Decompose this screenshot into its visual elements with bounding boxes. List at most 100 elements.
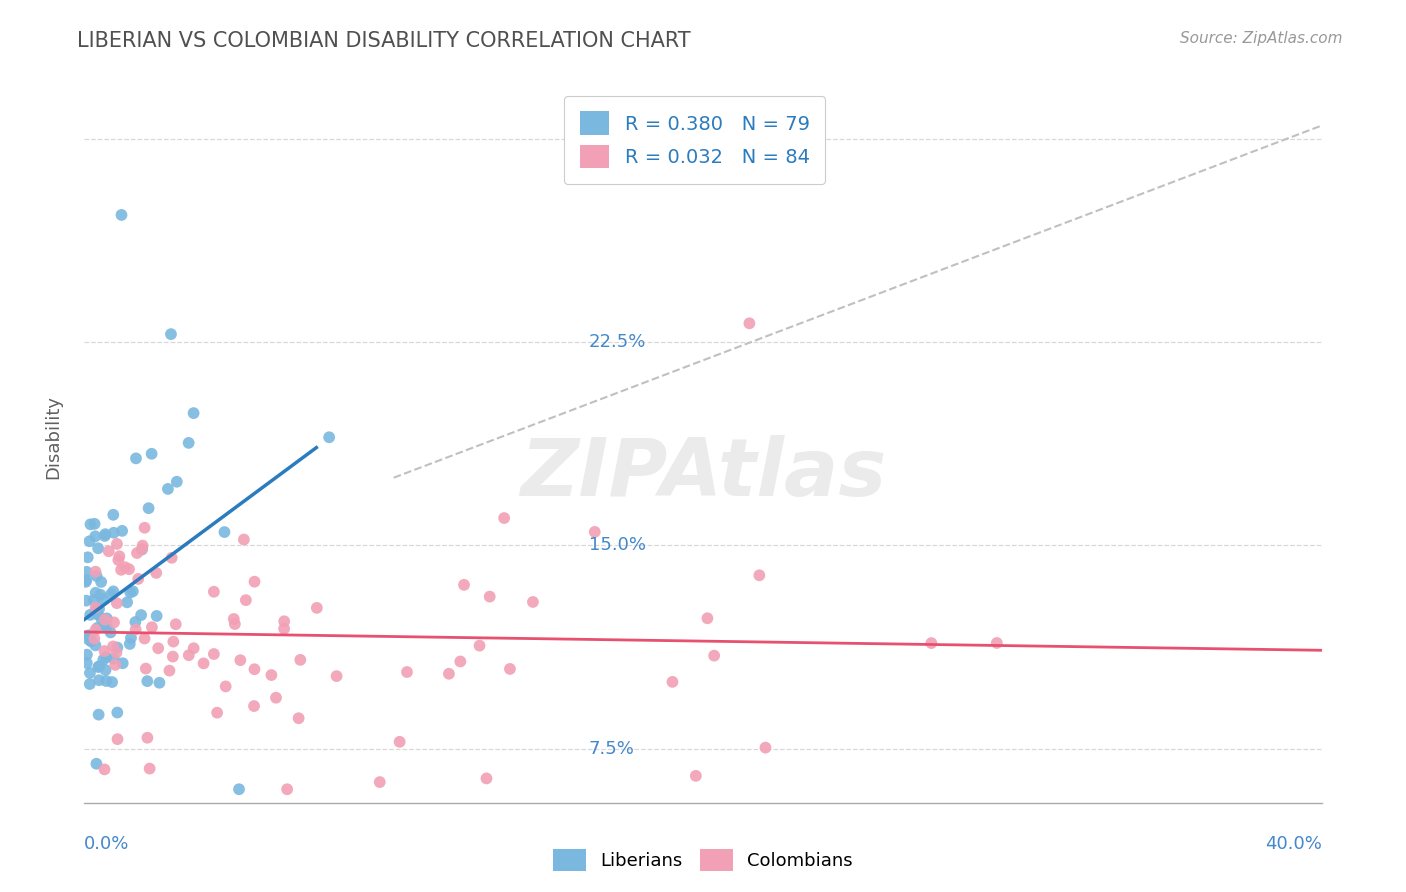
Point	[318, 430, 340, 444]
Point	[287, 711, 309, 725]
Point	[243, 699, 266, 714]
Point	[305, 600, 328, 615]
Point	[93, 617, 115, 632]
Point	[118, 562, 141, 576]
Point	[118, 637, 141, 651]
Point	[100, 625, 122, 640]
Point	[148, 675, 170, 690]
Point	[478, 590, 501, 604]
Point	[183, 641, 205, 656]
Point	[165, 617, 187, 632]
Point	[986, 636, 1008, 650]
Legend: Liberians, Colombians: Liberians, Colombians	[546, 842, 860, 879]
Point	[105, 706, 128, 720]
Point	[276, 782, 298, 797]
Point	[136, 731, 159, 745]
Point	[76, 565, 98, 579]
Point	[110, 208, 132, 222]
Point	[661, 674, 683, 689]
Point	[76, 648, 98, 662]
Text: 22.5%: 22.5%	[589, 334, 647, 351]
Point	[229, 653, 252, 667]
Point	[475, 772, 498, 786]
Text: 40.0%: 40.0%	[1265, 835, 1322, 854]
Point	[79, 534, 101, 549]
Point	[104, 657, 127, 672]
Point	[162, 634, 184, 648]
Point	[84, 638, 107, 652]
Point	[696, 611, 718, 625]
Point	[105, 646, 128, 660]
Point	[494, 511, 516, 525]
Point	[235, 593, 257, 607]
Point	[222, 612, 245, 626]
Point	[145, 609, 167, 624]
Point	[156, 482, 179, 496]
Point	[228, 782, 250, 797]
Point	[120, 631, 142, 645]
Point	[94, 527, 117, 541]
Text: Disability: Disability	[45, 395, 62, 479]
Point	[83, 593, 105, 607]
Point	[177, 436, 200, 450]
Text: ZIPAtlas: ZIPAtlas	[520, 434, 886, 513]
Point	[90, 611, 112, 625]
Point	[96, 650, 118, 665]
Point	[120, 585, 142, 599]
Point	[232, 533, 254, 547]
Point	[215, 680, 238, 694]
Text: 30.0%: 30.0%	[589, 130, 645, 148]
Point	[437, 666, 460, 681]
Point	[127, 572, 149, 586]
Point	[224, 617, 246, 632]
Point	[105, 596, 128, 610]
Point	[160, 327, 183, 342]
Point	[84, 623, 107, 637]
Point	[103, 615, 125, 630]
Point	[122, 584, 145, 599]
Point	[131, 539, 153, 553]
Point	[80, 634, 103, 648]
Point	[522, 595, 544, 609]
Point	[91, 591, 114, 606]
Point	[134, 521, 156, 535]
Point	[110, 563, 132, 577]
Point	[134, 632, 156, 646]
Point	[159, 664, 181, 678]
Point	[100, 587, 122, 601]
Point	[96, 611, 118, 625]
Point	[87, 602, 110, 616]
Point	[101, 675, 124, 690]
Point	[94, 613, 117, 627]
Point	[86, 621, 108, 635]
Point	[84, 565, 107, 579]
Point	[162, 649, 184, 664]
Point	[96, 620, 118, 634]
Point	[93, 529, 115, 543]
Point	[395, 665, 418, 679]
Point	[202, 584, 225, 599]
Legend: R = 0.380   N = 79, R = 0.032   N = 84: R = 0.380 N = 79, R = 0.032 N = 84	[564, 95, 825, 184]
Point	[75, 593, 97, 607]
Point	[453, 578, 475, 592]
Point	[86, 756, 108, 771]
Point	[166, 475, 188, 489]
Point	[125, 546, 148, 560]
Point	[84, 529, 107, 543]
Point	[243, 662, 266, 676]
Point	[145, 566, 167, 580]
Point	[368, 775, 391, 789]
Point	[141, 447, 163, 461]
Point	[183, 406, 205, 420]
Point	[75, 574, 97, 589]
Point	[80, 633, 103, 648]
Point	[273, 615, 295, 629]
Point	[77, 628, 100, 642]
Point	[79, 677, 101, 691]
Point	[77, 632, 100, 647]
Point	[264, 690, 287, 705]
Point	[103, 651, 125, 665]
Point	[94, 663, 117, 677]
Point	[290, 653, 312, 667]
Point	[468, 639, 491, 653]
